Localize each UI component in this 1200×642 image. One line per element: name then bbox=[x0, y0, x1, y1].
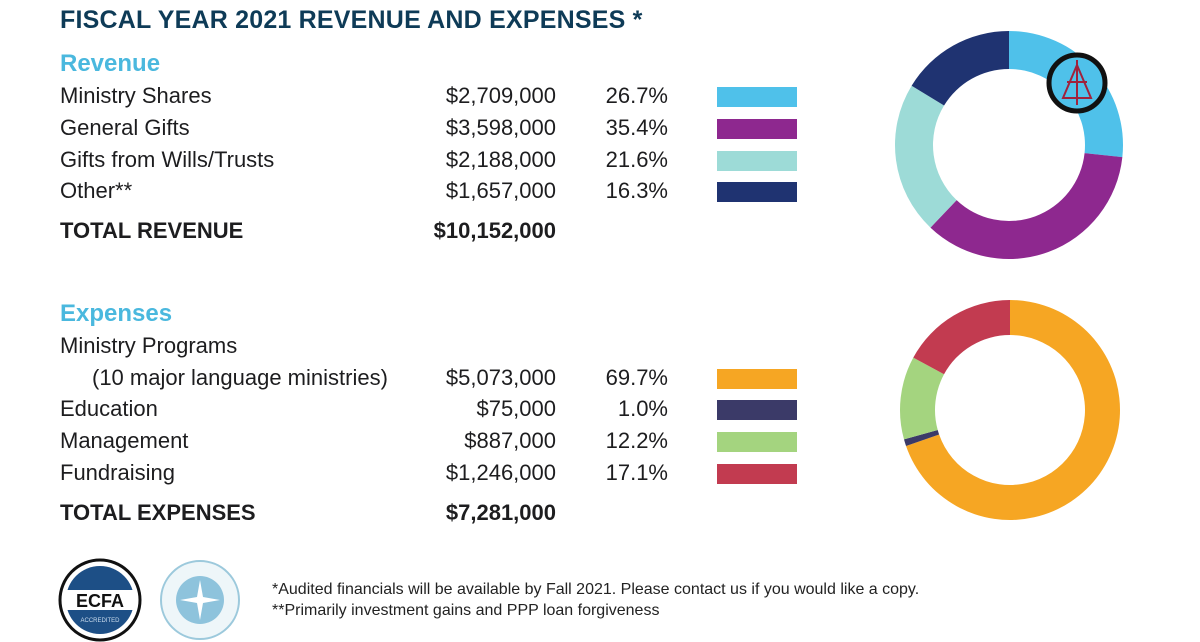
revenue-amount-1: $3,598,000 bbox=[445, 115, 556, 140]
revenue-percent-1: 35.4% bbox=[605, 115, 668, 140]
total-expenses-value: $7,281,000 bbox=[445, 500, 556, 525]
svg-text:ACCREDITED: ACCREDITED bbox=[80, 618, 120, 624]
total-expenses-label: TOTAL EXPENSES bbox=[60, 500, 256, 525]
expense-amount-0: $5,073,000 bbox=[445, 365, 556, 390]
revenue-swatch-1 bbox=[717, 119, 797, 139]
expenses-heading: Expenses bbox=[60, 300, 173, 327]
guidestar-logo bbox=[160, 560, 240, 640]
donut-slice-management bbox=[900, 357, 945, 440]
expense-swatch-2 bbox=[717, 432, 797, 452]
revenue-percent-3: 16.3% bbox=[605, 178, 668, 203]
donut-slice-other- bbox=[911, 31, 1009, 106]
revenue-swatch-0 bbox=[717, 87, 797, 107]
expense-amount-2: $887,000 bbox=[464, 428, 556, 453]
donut-slice-education bbox=[903, 430, 940, 446]
expense-label-3: Fundraising bbox=[60, 460, 175, 485]
expense-amount-1: $75,000 bbox=[476, 396, 556, 421]
revenue-amount-2: $2,188,000 bbox=[445, 147, 556, 172]
expense-label-0-sub: (10 major language ministries) bbox=[92, 365, 388, 390]
expenses-donut bbox=[900, 300, 1120, 520]
expense-swatch-0 bbox=[717, 369, 797, 389]
revenue-label-3: Other** bbox=[60, 178, 133, 203]
revenue-label-0: Ministry Shares bbox=[60, 83, 212, 108]
expense-percent-2: 12.2% bbox=[605, 428, 668, 453]
revenue-swatch-2 bbox=[717, 151, 797, 171]
svg-text:ECFA: ECFA bbox=[76, 591, 124, 611]
expense-swatch-1 bbox=[717, 400, 797, 420]
total-revenue-label: TOTAL REVENUE bbox=[60, 218, 244, 243]
expense-percent-0: 69.7% bbox=[605, 365, 668, 390]
footnote-1: *Audited financials will be available by… bbox=[272, 581, 920, 598]
revenue-amount-3: $1,657,000 bbox=[445, 178, 556, 203]
revenue-label-2: Gifts from Wills/Trusts bbox=[60, 147, 275, 172]
expense-swatch-3 bbox=[717, 464, 797, 484]
donut-slice-fundraising bbox=[913, 300, 1010, 375]
expense-label-0: Ministry Programs bbox=[60, 333, 238, 358]
expense-label-1: Education bbox=[60, 396, 158, 421]
expense-percent-1: 1.0% bbox=[617, 396, 668, 421]
expense-amount-3: $1,246,000 bbox=[445, 460, 556, 485]
total-revenue-value: $10,152,000 bbox=[433, 218, 556, 243]
donut-slice-general-gifts bbox=[930, 153, 1123, 259]
revenue-amount-0: $2,709,000 bbox=[445, 83, 556, 108]
page-title: FISCAL YEAR 2021 REVENUE AND EXPENSES * bbox=[60, 6, 643, 34]
expense-label-2: Management bbox=[60, 428, 189, 453]
revenue-percent-0: 26.7% bbox=[605, 83, 668, 108]
donut-slice-ministry-programs bbox=[906, 300, 1120, 520]
revenue-percent-2: 21.6% bbox=[605, 147, 668, 172]
expense-percent-3: 17.1% bbox=[605, 460, 668, 485]
donut-slice-gifts-from-wills-trusts bbox=[895, 85, 957, 228]
revenue-swatch-3 bbox=[717, 182, 797, 202]
footnote-2: **Primarily investment gains and PPP loa… bbox=[272, 602, 660, 619]
seal-icon bbox=[1046, 52, 1108, 114]
revenue-label-1: General Gifts bbox=[60, 115, 190, 140]
revenue-donut bbox=[895, 31, 1123, 259]
ecfa-logo: ECFA ACCREDITED bbox=[58, 558, 142, 642]
revenue-heading: Revenue bbox=[60, 50, 161, 77]
